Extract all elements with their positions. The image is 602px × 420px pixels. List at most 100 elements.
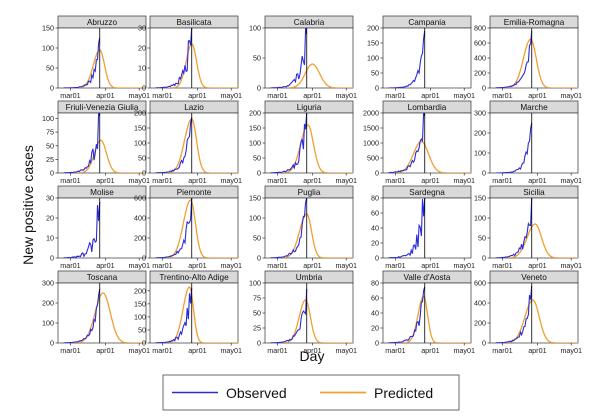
- predicted-line: [63, 139, 146, 173]
- y-tick-label: 100: [42, 44, 54, 53]
- y-tick-label: 50: [253, 154, 261, 163]
- panel-title: Puglia: [298, 188, 321, 197]
- panel-marche: Marche 0 100 200 300 mar01 apr01 may01: [474, 100, 582, 185]
- y-tick-label: 100: [367, 54, 379, 63]
- panel-campania: Campania 0 50 100 150 200 mar01 apr01 may01: [367, 15, 475, 100]
- y-tick-label: 50: [138, 326, 146, 335]
- panel-plot-area: [489, 112, 579, 174]
- x-tick-label: apr01: [421, 346, 439, 355]
- x-tick-label: may01: [560, 91, 582, 100]
- x-tick-label: apr01: [96, 91, 114, 100]
- y-tick-label: 30: [138, 24, 146, 33]
- x-tick-label: may01: [128, 91, 150, 100]
- panel-plot-area: [57, 112, 147, 174]
- x-tick-label: apr01: [528, 261, 546, 270]
- x-tick-label: apr01: [188, 91, 206, 100]
- panel-plot-area: [382, 27, 472, 89]
- panel-plot-area: [57, 27, 147, 89]
- x-tick-label: apr01: [421, 91, 439, 100]
- observed-line: [495, 30, 533, 88]
- panel-plot-area: [149, 112, 239, 174]
- x-tick-label: mar01: [492, 91, 512, 100]
- x-tick-label: may01: [453, 261, 475, 270]
- y-tick-label: 400: [474, 54, 486, 63]
- panel-title: Toscana: [87, 273, 118, 282]
- y-tick-label: 100: [474, 149, 486, 158]
- x-tick-label: apr01: [303, 176, 321, 185]
- y-tick-label: 200: [249, 109, 261, 118]
- x-tick-label: apr01: [528, 346, 546, 355]
- panel-plot-area: [149, 197, 239, 259]
- y-tick-label: 75: [46, 128, 54, 137]
- y-tick-label: 75: [253, 294, 261, 303]
- x-tick-label: apr01: [421, 176, 439, 185]
- predicted-line: [155, 199, 238, 258]
- y-tick-label: 100: [474, 214, 486, 223]
- y-tick-label: 0: [50, 84, 54, 93]
- observed-line: [388, 198, 426, 258]
- predicted-line: [388, 140, 471, 173]
- y-tick-label: 25: [46, 155, 54, 164]
- legend-observed-label: Observed: [226, 385, 287, 401]
- y-tick-label: 0: [142, 169, 146, 178]
- panel-title: Sicilia: [523, 188, 545, 197]
- panel-plot-area: [264, 27, 354, 89]
- x-tick-label: apr01: [96, 346, 114, 355]
- observed-line: [155, 198, 193, 258]
- y-tick-label: 150: [367, 39, 379, 48]
- predicted-line: [388, 295, 471, 343]
- y-tick-label: 0: [482, 254, 486, 263]
- y-tick-label: 200: [134, 286, 146, 295]
- x-tick-label: may01: [335, 91, 357, 100]
- x-tick-label: mar01: [152, 346, 172, 355]
- y-tick-label: 1500: [363, 124, 379, 133]
- observed-line: [495, 198, 533, 258]
- panel-veneto: Veneto 0 200 400 600 mar01 apr01 may01: [474, 270, 582, 355]
- y-tick-label: 40: [371, 224, 379, 233]
- panel-title: Emilia-Romagna: [504, 18, 565, 27]
- y-tick-label: 1000: [363, 139, 379, 148]
- y-tick-label: 25: [253, 324, 261, 333]
- y-tick-label: 10: [138, 64, 146, 73]
- predicted-line: [495, 299, 578, 343]
- x-tick-label: mar01: [60, 176, 80, 185]
- y-tick-label: 0: [375, 84, 379, 93]
- panel-calabria: Calabria 0 50 100 mar01 apr01 may01: [249, 15, 357, 100]
- x-tick-label: mar01: [267, 176, 287, 185]
- x-tick-label: mar01: [385, 346, 405, 355]
- panel-plot-area: [489, 27, 579, 89]
- y-tick-label: 0: [375, 254, 379, 263]
- y-tick-label: 100: [249, 139, 261, 148]
- y-tick-label: 0: [50, 339, 54, 348]
- x-tick-label: mar01: [152, 91, 172, 100]
- x-tick-label: may01: [560, 346, 582, 355]
- y-tick-label: 0: [257, 339, 261, 348]
- predicted-line: [270, 63, 353, 88]
- panel-title: Molise: [90, 188, 114, 197]
- panel-title: Friuli-Venezia Giulia: [66, 103, 139, 112]
- y-tick-label: 10: [46, 234, 54, 243]
- x-tick-label: may01: [335, 346, 357, 355]
- panel-basilicata: Basilicata 0 10 20 30 mar01 apr01 may01: [138, 15, 242, 100]
- panel-trentino-alto-adige: Trentino-Alto Adige 0 50 100 150 200 mar01 apr0…: [134, 270, 242, 355]
- x-tick-label: mar01: [385, 176, 405, 185]
- panel-plot-area: [382, 197, 472, 259]
- y-tick-label: 100: [249, 214, 261, 223]
- y-tick-label: 300: [42, 279, 54, 288]
- observed-line: [63, 113, 101, 173]
- y-tick-label: 200: [42, 299, 54, 308]
- y-tick-label: 80: [371, 279, 379, 288]
- y-tick-label: 80: [371, 194, 379, 203]
- panel-sicilia: Sicilia 0 50 100 150 mar01 apr01 may01: [474, 185, 582, 270]
- panel-sardegna: Sardegna 0 20 40 60 80 mar01 apr01 may01: [371, 185, 475, 270]
- x-tick-label: apr01: [96, 176, 114, 185]
- x-tick-label: may01: [453, 346, 475, 355]
- y-tick-label: 600: [474, 279, 486, 288]
- x-tick-label: may01: [335, 176, 357, 185]
- x-tick-label: may01: [560, 261, 582, 270]
- panel-title: Basilicata: [176, 18, 211, 27]
- y-tick-label: 200: [474, 129, 486, 138]
- panel-molise: Molise 0 10 20 30 mar01 apr01 may01: [46, 185, 150, 270]
- x-tick-label: may01: [220, 346, 242, 355]
